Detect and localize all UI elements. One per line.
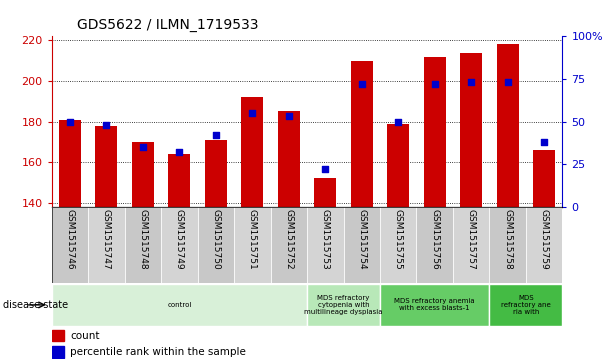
Text: GSM1515756: GSM1515756 [430, 209, 439, 270]
Text: MDS refractory
cytopenia with
multilineage dysplasia: MDS refractory cytopenia with multilinea… [304, 295, 383, 315]
Bar [271, 207, 307, 283]
Bar [380, 207, 416, 283]
Point [320, 167, 330, 172]
FancyBboxPatch shape [307, 284, 380, 326]
Point [503, 79, 513, 85]
Text: GSM1515751: GSM1515751 [248, 209, 257, 270]
Text: MDS
refractory ane
ria with: MDS refractory ane ria with [501, 295, 551, 315]
Bar [52, 346, 64, 358]
Point [211, 132, 221, 138]
Text: GSM1515752: GSM1515752 [285, 209, 293, 270]
Bar [168, 154, 190, 207]
Point [65, 119, 75, 125]
Bar [351, 61, 373, 207]
FancyBboxPatch shape [380, 284, 489, 326]
FancyBboxPatch shape [52, 284, 307, 326]
Bar [132, 142, 154, 207]
Point [284, 114, 294, 119]
Point [539, 139, 549, 145]
Bar [205, 140, 227, 207]
Text: GDS5622 / ILMN_1719533: GDS5622 / ILMN_1719533 [77, 19, 259, 33]
Text: GSM1515757: GSM1515757 [467, 209, 475, 270]
Bar [307, 207, 344, 283]
Bar [526, 207, 562, 283]
Text: GSM1515755: GSM1515755 [394, 209, 402, 270]
Bar [489, 207, 526, 283]
Text: GSM1515747: GSM1515747 [102, 209, 111, 270]
Bar [234, 207, 271, 283]
Bar [125, 207, 161, 283]
Text: GSM1515759: GSM1515759 [540, 209, 548, 270]
Bar [424, 57, 446, 207]
Bar [387, 124, 409, 207]
Text: GSM1515758: GSM1515758 [503, 209, 512, 270]
Bar [59, 119, 81, 207]
Point [393, 119, 403, 125]
Bar [52, 207, 88, 283]
Point [174, 150, 184, 155]
Bar [88, 207, 125, 283]
Text: GSM1515750: GSM1515750 [212, 209, 220, 270]
Text: percentile rank within the sample: percentile rank within the sample [70, 347, 246, 357]
Bar [314, 179, 336, 207]
Text: GSM1515754: GSM1515754 [358, 209, 366, 270]
Text: GSM1515748: GSM1515748 [139, 209, 147, 270]
Bar [198, 207, 234, 283]
Bar [460, 53, 482, 207]
Bar [533, 150, 555, 207]
Point [138, 144, 148, 150]
Bar [52, 330, 64, 341]
Point [357, 81, 367, 87]
Bar [241, 97, 263, 207]
Text: GSM1515753: GSM1515753 [321, 209, 330, 270]
Text: disease state: disease state [3, 300, 68, 310]
FancyBboxPatch shape [489, 284, 562, 326]
Bar [95, 126, 117, 207]
Bar [278, 111, 300, 207]
Bar [453, 207, 489, 283]
Text: GSM1515749: GSM1515749 [175, 209, 184, 270]
Bar [344, 207, 380, 283]
Text: control: control [167, 302, 192, 308]
Point [102, 122, 111, 128]
Text: GSM1515746: GSM1515746 [66, 209, 74, 270]
Bar [497, 44, 519, 207]
Text: count: count [70, 331, 100, 341]
Bar [161, 207, 198, 283]
Point [466, 79, 476, 85]
Text: MDS refractory anemia
with excess blasts-1: MDS refractory anemia with excess blasts… [395, 298, 475, 311]
Bar [416, 207, 453, 283]
Point [430, 81, 440, 87]
Point [247, 110, 257, 116]
